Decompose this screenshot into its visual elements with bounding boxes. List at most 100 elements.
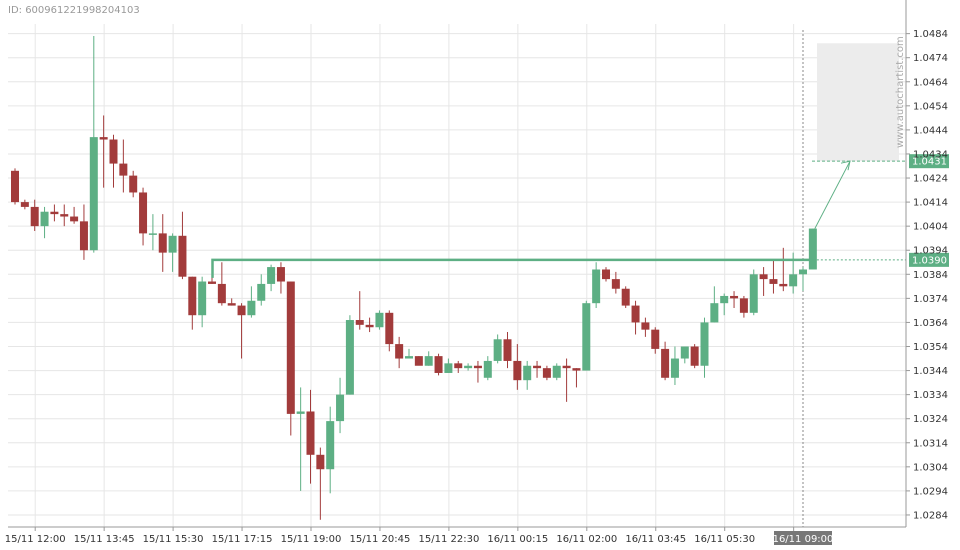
candle-body-bearish — [50, 211, 59, 215]
grid — [8, 24, 906, 527]
y-tick-label: 1.0424 — [913, 174, 948, 185]
chart-id-label: ID: 6009612219982041​03 — [8, 5, 140, 16]
candle-body-bullish — [247, 300, 256, 316]
x-tick-label: 15/11 13:45 — [74, 534, 135, 545]
y-tick-label: 1.0484 — [913, 29, 948, 40]
candle-body-bearish — [395, 344, 404, 359]
candle-body-bullish — [710, 303, 719, 323]
y-tick-label: 1.0444 — [913, 125, 948, 136]
candle-body-bearish — [60, 214, 69, 217]
candle-body-bullish — [168, 235, 177, 253]
y-tick-label: 1.0304 — [913, 462, 948, 473]
candle-body-bearish — [237, 305, 246, 316]
resistance-price-tag-bg — [909, 252, 949, 267]
candle-body-bearish — [286, 281, 295, 414]
candle-body-bearish — [779, 283, 788, 287]
candle-body-bearish — [602, 269, 610, 280]
resistance-price-tag: 1.0390 — [912, 255, 947, 266]
candle-body-bullish — [523, 365, 532, 381]
y-tick-label: 1.0434 — [913, 149, 948, 160]
target-price-tag-bg — [909, 154, 949, 169]
y-tick-label: 1.0364 — [913, 318, 948, 329]
y-tick-label: 1.0454 — [913, 101, 948, 112]
candle-body-bearish — [454, 363, 463, 369]
x-tick-label: 16/11 00:15 — [487, 534, 548, 545]
candle-body-bullish — [799, 269, 807, 275]
candle-body-bullish — [789, 274, 798, 287]
x-tick-label: 16/11 03:45 — [625, 534, 686, 545]
candle-body-bearish — [542, 368, 551, 378]
x-tick-label: 15/11 12:00 — [5, 534, 66, 545]
candle-body-bearish — [30, 206, 39, 227]
y-tick-label: 1.0464 — [913, 77, 948, 88]
y-tick-label: 1.0474 — [913, 53, 948, 64]
candle-body-bearish — [661, 348, 670, 378]
candle-body-bullish — [464, 365, 473, 369]
candle-body-bullish — [148, 233, 157, 235]
candle-body-bullish — [592, 269, 601, 304]
target-price-tag: 1.0431 — [912, 157, 947, 168]
candle-body-bearish — [690, 346, 699, 366]
y-tick-label: 1.0324 — [913, 414, 948, 425]
candle-body-bearish — [208, 281, 216, 284]
current-time-label: 16/11 09:00 — [773, 534, 834, 545]
candle-body-bullish — [40, 211, 49, 227]
candle-body-bearish — [227, 303, 236, 306]
candle-body-bullish — [89, 137, 98, 251]
candle-body-bullish — [720, 295, 729, 304]
candle-body-bearish — [188, 276, 197, 316]
candle-body-bearish — [276, 267, 285, 282]
candle-body-bearish — [139, 192, 148, 234]
candle-body-bullish — [680, 346, 689, 359]
x-tick-label: 16/11 02:00 — [556, 534, 617, 545]
candle-body-bullish — [582, 303, 591, 371]
y-tick-label: 1.0344 — [913, 366, 948, 377]
x-tick-label: 15/11 17:15 — [212, 534, 273, 545]
candle-body-bearish — [641, 322, 650, 330]
x-tick-label: 15/11 19:00 — [281, 534, 342, 545]
candle-body-bearish — [473, 365, 482, 369]
x-tick-label: 15/11 20:45 — [350, 534, 411, 545]
candle-body-bullish — [483, 360, 492, 378]
candle-body-bearish — [385, 312, 394, 345]
y-tick-label: 1.0354 — [913, 342, 948, 353]
forecast-box — [817, 43, 899, 162]
candle-body-bearish — [20, 202, 29, 207]
candle-body-bullish — [336, 394, 345, 422]
candle-body-bullish — [267, 267, 276, 284]
candle-body-bearish — [79, 221, 88, 251]
y-tick-label: 1.0294 — [913, 486, 948, 497]
current-time-label-bg — [774, 531, 832, 545]
candle-body-bearish — [11, 170, 19, 203]
candle-body-bullish — [808, 228, 817, 270]
candle-body-bullish — [444, 363, 453, 373]
candle-body-bullish — [405, 356, 413, 359]
y-tick-label: 1.0284 — [913, 510, 948, 521]
candle-body-bullish — [493, 339, 502, 361]
candle-body-bearish — [316, 454, 325, 470]
candle-body-bearish — [109, 139, 118, 164]
candle-body-bearish — [611, 279, 620, 289]
candle-body-bearish — [572, 368, 581, 371]
candle-body-bearish — [178, 235, 187, 277]
candle-body-bullish — [257, 283, 266, 301]
candle-body-bearish — [99, 137, 108, 140]
candles — [11, 36, 817, 520]
candle-body-bullish — [749, 274, 758, 313]
y-tick-label: 1.0384 — [913, 270, 948, 281]
candle-body-bearish — [769, 279, 778, 284]
y-tick-label: 1.0404 — [913, 222, 948, 233]
candle-body-bearish — [631, 305, 640, 323]
candle-body-bearish — [730, 295, 739, 299]
watermark-text: www.autochartist.com — [895, 36, 906, 148]
x-tick-label: 15/11 15:30 — [143, 534, 204, 545]
candle-body-bearish — [739, 298, 748, 313]
x-tick-label: 16/11 05:30 — [694, 534, 755, 545]
candle-body-bearish — [503, 339, 512, 361]
candle-body-bearish — [759, 274, 768, 280]
candle-body-bearish — [129, 175, 138, 193]
candle-body-bearish — [217, 283, 226, 304]
candle-body-bearish — [158, 233, 167, 253]
x-tick-label: 15/11 22:30 — [418, 534, 479, 545]
y-tick-label: 1.0334 — [913, 390, 948, 401]
